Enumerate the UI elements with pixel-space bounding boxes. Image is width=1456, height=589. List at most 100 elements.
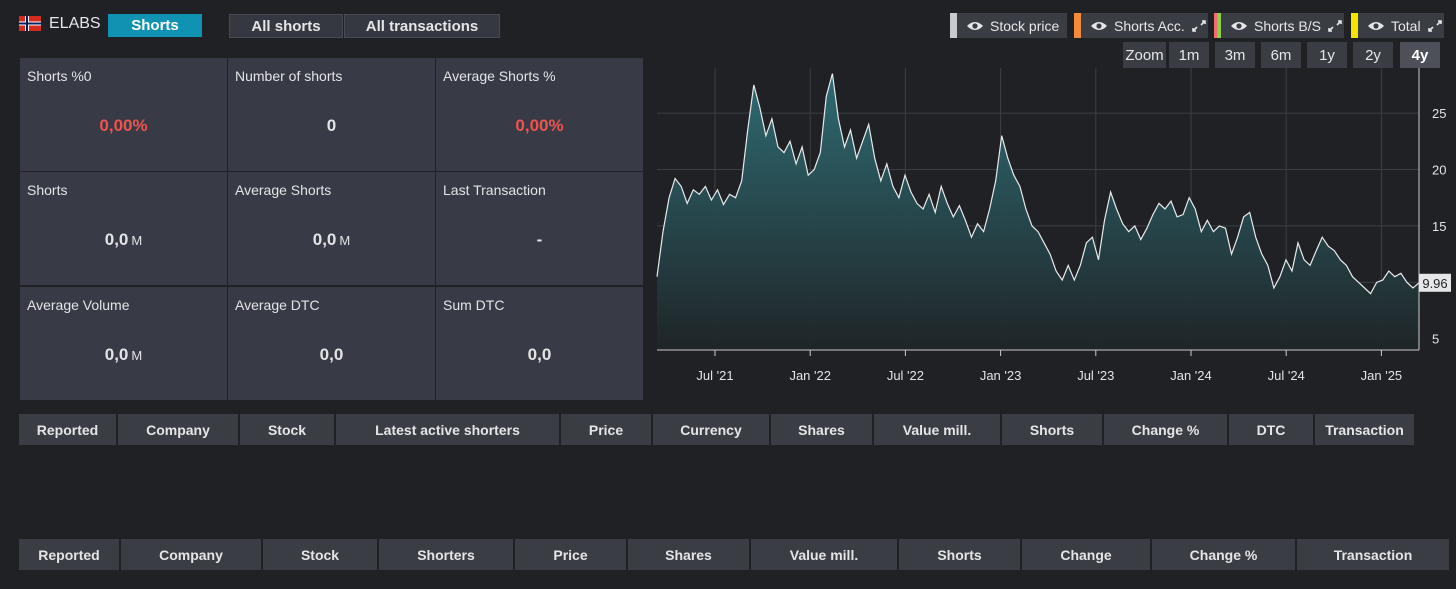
zoom-1m-button[interactable]: 1m: [1169, 42, 1209, 68]
legend-toggle-total[interactable]: Total: [1351, 13, 1444, 38]
column-header[interactable]: Transaction: [1297, 539, 1451, 570]
legend-label: Shorts Acc.: [1114, 17, 1185, 34]
zoom-1y-button[interactable]: 1y: [1307, 42, 1347, 68]
stat-title: Average DTC: [235, 297, 320, 313]
column-header[interactable]: Value mill.: [751, 539, 899, 570]
stat-title: Average Volume: [27, 297, 130, 313]
x-tick-label: Jul '23: [1077, 368, 1114, 383]
column-header[interactable]: Shorts: [1002, 414, 1104, 445]
stat-value: 0,00%: [20, 116, 227, 136]
tab-all-transactions[interactable]: All transactions: [344, 14, 500, 38]
legend-label: Total: [1391, 17, 1421, 34]
series-color-swatch: [1351, 13, 1358, 38]
legend-label: Shorts B/S: [1254, 17, 1321, 34]
stat-card: Shorts %0 0,00%: [20, 58, 227, 171]
column-header[interactable]: DTC: [1229, 414, 1315, 445]
zoom-4y-button[interactable]: 4y: [1400, 42, 1440, 68]
stat-unit: M: [131, 348, 143, 363]
stat-card: Average Shorts % 0,00%: [436, 58, 643, 171]
last-value-label: 9.96: [1422, 276, 1447, 291]
stat-card: Last Transaction -: [436, 172, 643, 285]
legend-toggle-shorts-bs[interactable]: Shorts B/S: [1214, 13, 1344, 38]
stat-value-text: 0,0: [104, 230, 129, 249]
stat-value-text: 0,0: [312, 230, 337, 249]
column-header[interactable]: Reported: [19, 539, 121, 570]
stat-value: 0,0 M: [20, 345, 227, 365]
column-header[interactable]: Price: [515, 539, 628, 570]
tab-all-shorts[interactable]: All shorts: [229, 14, 343, 38]
stat-value: 0,0 M: [228, 230, 435, 250]
column-header[interactable]: Value mill.: [874, 414, 1002, 445]
stat-title: Last Transaction: [443, 182, 546, 198]
column-header[interactable]: Shorts: [899, 539, 1022, 570]
zoom-2y-button[interactable]: 2y: [1353, 42, 1393, 68]
eye-icon: [1368, 21, 1384, 30]
stat-card: Average Shorts 0,0 M: [228, 172, 435, 285]
stat-title: Number of shorts: [235, 68, 343, 84]
x-tick-label: Jan '25: [1361, 368, 1403, 383]
stock-price-chart[interactable]: Jul '21 Jan '22 Jul '22 Jan '23 Jul '23 Jan '…: [655, 68, 1455, 398]
stat-title: Average Shorts %: [443, 68, 556, 84]
stat-value-text: 0,0: [527, 345, 552, 364]
column-header[interactable]: Company: [121, 539, 263, 570]
stat-value: 0: [228, 116, 435, 136]
column-header[interactable]: Shares: [771, 414, 874, 445]
legend-toggle-stock-price[interactable]: Stock price: [950, 13, 1067, 38]
transactions-table-header: Reported Company Stock Shorters Price Shares V…: [19, 539, 1451, 570]
eye-icon: [1231, 21, 1247, 30]
legend-label: Stock price: [990, 17, 1060, 34]
last-value-badge: [1419, 273, 1451, 292]
stat-unit: M: [339, 233, 351, 248]
stat-title: Sum DTC: [443, 297, 505, 313]
x-tick-label: Jan '24: [1170, 368, 1212, 383]
stock-ticker: ELABS: [49, 15, 101, 32]
column-header[interactable]: Change %: [1152, 539, 1297, 570]
price-series-line: [656, 73, 1420, 295]
zoom-6m-button[interactable]: 6m: [1261, 42, 1301, 68]
stat-value-text: -: [536, 230, 543, 249]
y-tick-label: 5: [1432, 332, 1439, 347]
stat-value: 0,0 M: [20, 230, 227, 250]
stat-card: Number of shorts 0: [228, 58, 435, 171]
stat-value-text: 0,00%: [99, 116, 148, 135]
active-shorters-table-header: Reported Company Stock Latest active shorte…: [19, 414, 1443, 445]
column-header[interactable]: Shorters: [379, 539, 515, 570]
x-tick-label: Jul '24: [1268, 368, 1305, 383]
legend-toggle-shorts-acc[interactable]: Shorts Acc.: [1074, 13, 1208, 38]
stat-card: Sum DTC 0,0: [436, 287, 643, 400]
expand-arrows-icon[interactable]: [1427, 19, 1443, 33]
series-color-swatch: [950, 13, 957, 38]
column-header[interactable]: Latest active shorters: [336, 414, 561, 445]
stat-unit: M: [131, 233, 143, 248]
x-tick-label: Jul '22: [887, 368, 924, 383]
column-header[interactable]: Company: [118, 414, 240, 445]
eye-icon: [1091, 21, 1107, 30]
stat-card: Shorts 0,0 M: [20, 172, 227, 285]
x-tick-label: Jan '22: [789, 368, 831, 383]
zoom-3m-button[interactable]: 3m: [1215, 42, 1255, 68]
column-header[interactable]: Change %: [1104, 414, 1229, 445]
expand-arrows-icon[interactable]: [1327, 19, 1343, 33]
y-tick-label: 25: [1432, 106, 1446, 121]
column-header[interactable]: Stock: [263, 539, 379, 570]
column-header[interactable]: Change: [1022, 539, 1152, 570]
column-header[interactable]: Price: [561, 414, 653, 445]
stat-title: Shorts: [27, 182, 68, 198]
x-tick-label: Jan '23: [980, 368, 1022, 383]
column-header[interactable]: Transaction: [1315, 414, 1416, 445]
column-header[interactable]: Stock: [240, 414, 336, 445]
column-header[interactable]: Reported: [19, 414, 118, 445]
stat-value-text: 0,00%: [515, 116, 564, 135]
column-header[interactable]: Currency: [653, 414, 771, 445]
y-tick-label: 20: [1432, 163, 1446, 178]
collapse-arrows-icon[interactable]: [1191, 19, 1207, 33]
stat-card: Average Volume 0,0 M: [20, 287, 227, 400]
eye-icon: [967, 21, 983, 30]
stat-value-text: 0: [326, 116, 337, 135]
stat-value-text: 0,0: [104, 345, 129, 364]
stat-card: Average DTC 0,0: [228, 287, 435, 400]
column-header[interactable]: Shares: [628, 539, 751, 570]
tab-shorts[interactable]: Shorts: [108, 14, 202, 37]
stat-value: 0,0: [436, 345, 643, 365]
series-color-swatch: [1214, 13, 1221, 38]
